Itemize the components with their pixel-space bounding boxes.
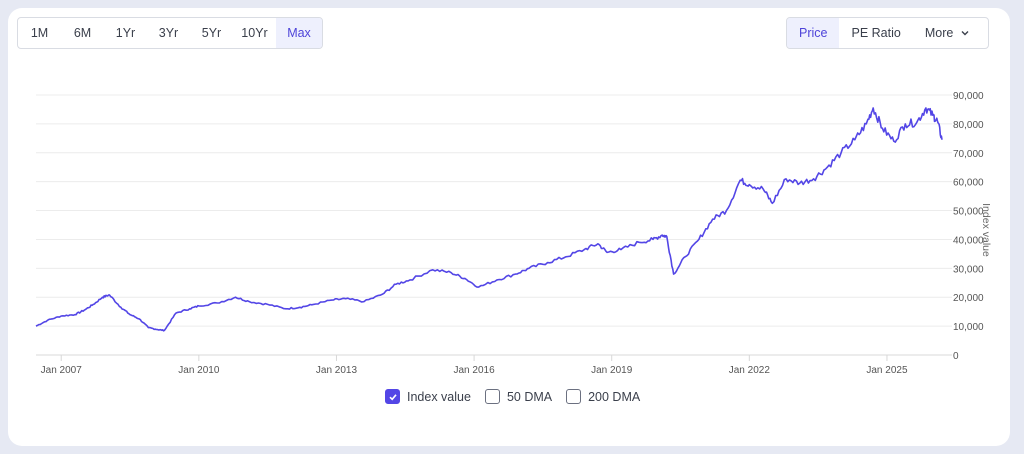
time-range-selector: 1M 6M 1Yr 3Yr 5Yr 10Yr Max bbox=[17, 17, 323, 49]
legend-label: 200 DMA bbox=[588, 389, 641, 404]
range-button-3yr[interactable]: 3Yr bbox=[158, 26, 179, 40]
y-axis-label: Index value bbox=[980, 203, 992, 257]
y-tick-label: 10,000 bbox=[953, 322, 984, 333]
x-tick-label: Jan 2007 bbox=[41, 365, 83, 376]
metric-button-pe-ratio[interactable]: PE Ratio bbox=[851, 26, 901, 40]
checkbox-unchecked[interactable] bbox=[484, 389, 500, 404]
x-tick-label: Jan 2025 bbox=[866, 365, 908, 376]
checkbox-checked[interactable] bbox=[385, 389, 400, 404]
chart-card bbox=[8, 8, 1010, 446]
legend-item-200-dma[interactable]: 200 DMA bbox=[566, 389, 640, 404]
y-tick-label: 40,000 bbox=[953, 235, 984, 246]
legend-item-50-dma[interactable]: 50 DMA bbox=[484, 389, 553, 404]
metric-button-price[interactable]: Price bbox=[787, 18, 840, 48]
more-dropdown-button[interactable]: More bbox=[913, 18, 988, 48]
checkbox-unchecked[interactable] bbox=[566, 389, 582, 404]
range-button-6m[interactable]: 6M bbox=[73, 26, 92, 40]
y-tick-label: 0 bbox=[953, 351, 959, 362]
more-label: More bbox=[924, 26, 954, 40]
legend-label: 50 DMA bbox=[506, 389, 553, 404]
x-tick-label: Jan 2013 bbox=[316, 365, 358, 376]
x-tick-label: Jan 2019 bbox=[591, 365, 633, 376]
x-tick-label: Jan 2016 bbox=[454, 365, 496, 376]
y-tick-label: 50,000 bbox=[953, 207, 984, 218]
y-tick-label: 80,000 bbox=[953, 120, 984, 131]
y-tick-label: 20,000 bbox=[953, 293, 984, 304]
x-tick-label: Jan 2010 bbox=[178, 365, 220, 376]
y-tick-label: 30,000 bbox=[953, 264, 984, 275]
y-tick-label: 60,000 bbox=[953, 178, 984, 189]
range-button-1m[interactable]: 1M bbox=[30, 26, 49, 40]
y-tick-label: 70,000 bbox=[953, 149, 984, 160]
x-tick-label: Jan 2022 bbox=[729, 365, 771, 376]
range-button-max[interactable]: Max bbox=[276, 18, 322, 48]
range-button-10yr[interactable]: 10Yr bbox=[241, 26, 268, 40]
y-tick-label: 90,000 bbox=[953, 91, 984, 102]
metric-selector: Price PE Ratio More bbox=[786, 17, 990, 49]
range-button-5yr[interactable]: 5Yr bbox=[201, 26, 222, 40]
index-value-line[interactable] bbox=[35, 107, 943, 332]
legend-label: Index value bbox=[407, 389, 471, 404]
range-button-1yr[interactable]: 1Yr bbox=[115, 26, 136, 40]
chevron-down-icon bbox=[961, 31, 969, 36]
checkmark-icon bbox=[388, 393, 397, 400]
chart-legend: Index value 50 DMA 200 DMA bbox=[385, 389, 640, 404]
legend-item-index-value[interactable]: Index value bbox=[385, 389, 471, 404]
